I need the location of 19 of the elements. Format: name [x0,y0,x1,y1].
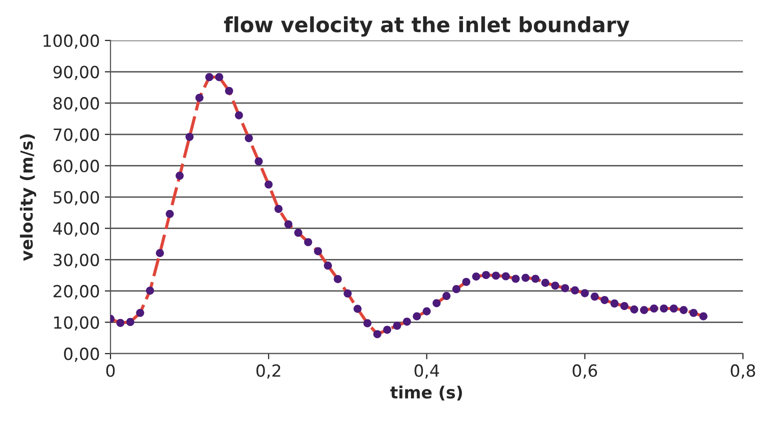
x-tick-label: 0,8 [730,364,756,379]
y-tick-label: 10,00 [54,316,99,331]
chart-title: flow velocity at the inlet boundary [224,16,630,37]
y-tick-label: 70,00 [54,128,99,143]
y-tick-label: 30,00 [54,254,99,268]
y-axis-title: velocity (m/s) [20,134,36,261]
y-tick-label: 90,00 [53,66,99,80]
x-axis-title: time (s) [390,386,462,401]
x-tick-label: 0,6 [572,364,598,379]
y-tick-label: 40,00 [53,222,99,237]
y-tick-label: 50,00 [54,190,99,206]
y-tick-label: 80,00 [53,97,99,112]
y-tick-label: 100,00 [44,34,99,49]
x-tick-label: 0 [106,364,115,377]
x-tick-label: 0,4 [414,364,440,379]
y-tick-label: 0,00 [64,348,99,362]
y-tick-label: 60,00 [54,160,99,174]
x-tick-label: 0,2 [256,364,280,379]
y-tick-label: 20,00 [54,284,99,300]
